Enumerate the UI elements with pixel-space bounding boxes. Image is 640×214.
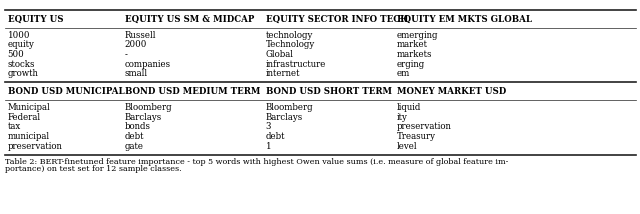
Text: tax: tax xyxy=(8,122,21,131)
Text: Bloomberg: Bloomberg xyxy=(125,103,172,112)
Text: debt: debt xyxy=(266,132,285,141)
Text: preservation: preservation xyxy=(8,142,63,151)
Text: companies: companies xyxy=(125,60,171,69)
Text: EQUITY US: EQUITY US xyxy=(8,15,63,24)
Text: technology: technology xyxy=(266,31,313,40)
Text: bonds: bonds xyxy=(125,122,151,131)
Text: Bloomberg: Bloomberg xyxy=(266,103,313,112)
Text: debt: debt xyxy=(125,132,144,141)
Text: portance) on test set for 12 sample classes.: portance) on test set for 12 sample clas… xyxy=(5,165,182,173)
Text: ity: ity xyxy=(397,113,408,122)
Text: EQUITY SECTOR INFO TECH: EQUITY SECTOR INFO TECH xyxy=(266,15,408,24)
Text: 500: 500 xyxy=(8,50,24,59)
Text: Barclays: Barclays xyxy=(266,113,303,122)
Text: BOND USD SHORT TERM: BOND USD SHORT TERM xyxy=(266,87,392,96)
Text: Municipal: Municipal xyxy=(8,103,51,112)
Text: liquid: liquid xyxy=(397,103,421,112)
Text: Russell: Russell xyxy=(125,31,156,40)
Text: Global: Global xyxy=(266,50,294,59)
Text: 1: 1 xyxy=(266,142,271,151)
Text: BOND USD MUNICIPAL: BOND USD MUNICIPAL xyxy=(8,87,124,96)
Text: -: - xyxy=(125,50,127,59)
Text: Federal: Federal xyxy=(8,113,41,122)
Text: emerging: emerging xyxy=(397,31,438,40)
Text: Barclays: Barclays xyxy=(125,113,162,122)
Text: Table 2: BERT-finetuned feature importance - top 5 words with highest Owen value: Table 2: BERT-finetuned feature importan… xyxy=(5,158,509,166)
Text: MONEY MARKET USD: MONEY MARKET USD xyxy=(397,87,506,96)
Text: gate: gate xyxy=(125,142,144,151)
Text: 3: 3 xyxy=(266,122,271,131)
Text: EQUITY US SM & MIDCAP: EQUITY US SM & MIDCAP xyxy=(125,15,254,24)
Text: em: em xyxy=(397,69,410,78)
Text: 1000: 1000 xyxy=(8,31,30,40)
Text: BOND USD MEDIUM TERM: BOND USD MEDIUM TERM xyxy=(125,87,260,96)
Text: preservation: preservation xyxy=(397,122,452,131)
Text: EQUITY EM MKTS GLOBAL: EQUITY EM MKTS GLOBAL xyxy=(397,15,532,24)
Text: infrastructure: infrastructure xyxy=(266,60,326,69)
Text: municipal: municipal xyxy=(8,132,50,141)
Text: market: market xyxy=(397,40,428,49)
Text: internet: internet xyxy=(266,69,300,78)
Text: 2000: 2000 xyxy=(125,40,147,49)
Text: equity: equity xyxy=(8,40,35,49)
Text: growth: growth xyxy=(8,69,38,78)
Text: erging: erging xyxy=(397,60,425,69)
Text: small: small xyxy=(125,69,148,78)
Text: markets: markets xyxy=(397,50,432,59)
Text: stocks: stocks xyxy=(8,60,35,69)
Text: level: level xyxy=(397,142,417,151)
Text: Technology: Technology xyxy=(266,40,315,49)
Text: Treasury: Treasury xyxy=(397,132,436,141)
